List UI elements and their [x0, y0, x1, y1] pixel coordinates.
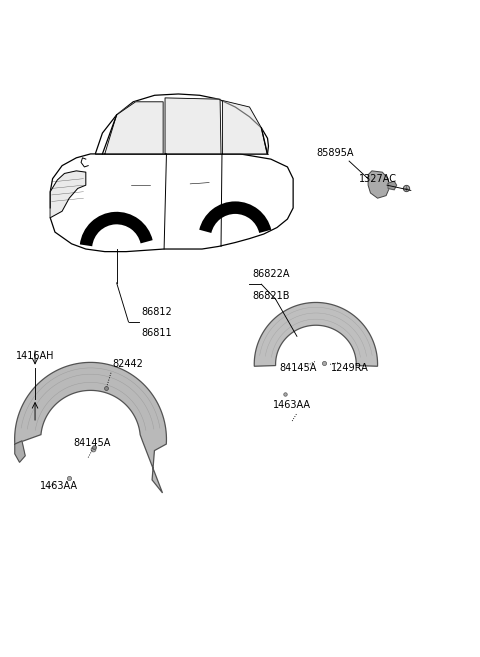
- Text: 1249RA: 1249RA: [331, 363, 369, 373]
- Text: 84145A: 84145A: [73, 438, 110, 448]
- Polygon shape: [15, 363, 167, 493]
- Text: 82442: 82442: [113, 359, 144, 369]
- Polygon shape: [105, 102, 163, 154]
- Text: 86821B: 86821B: [253, 290, 290, 301]
- Text: 1463AA: 1463AA: [273, 400, 311, 411]
- Text: 86812: 86812: [141, 307, 172, 317]
- Text: 1327AC: 1327AC: [359, 174, 396, 184]
- Text: 85895A: 85895A: [316, 148, 354, 158]
- Polygon shape: [165, 98, 221, 154]
- Polygon shape: [222, 101, 267, 154]
- Text: 1463AA: 1463AA: [40, 481, 78, 491]
- Text: 86822A: 86822A: [253, 269, 290, 279]
- Polygon shape: [368, 171, 389, 198]
- Text: 84145A: 84145A: [279, 363, 316, 373]
- Polygon shape: [388, 181, 396, 190]
- Polygon shape: [254, 302, 378, 366]
- Polygon shape: [15, 441, 25, 463]
- Text: 86811: 86811: [141, 328, 172, 338]
- Polygon shape: [50, 171, 86, 217]
- Text: 1416AH: 1416AH: [16, 351, 55, 361]
